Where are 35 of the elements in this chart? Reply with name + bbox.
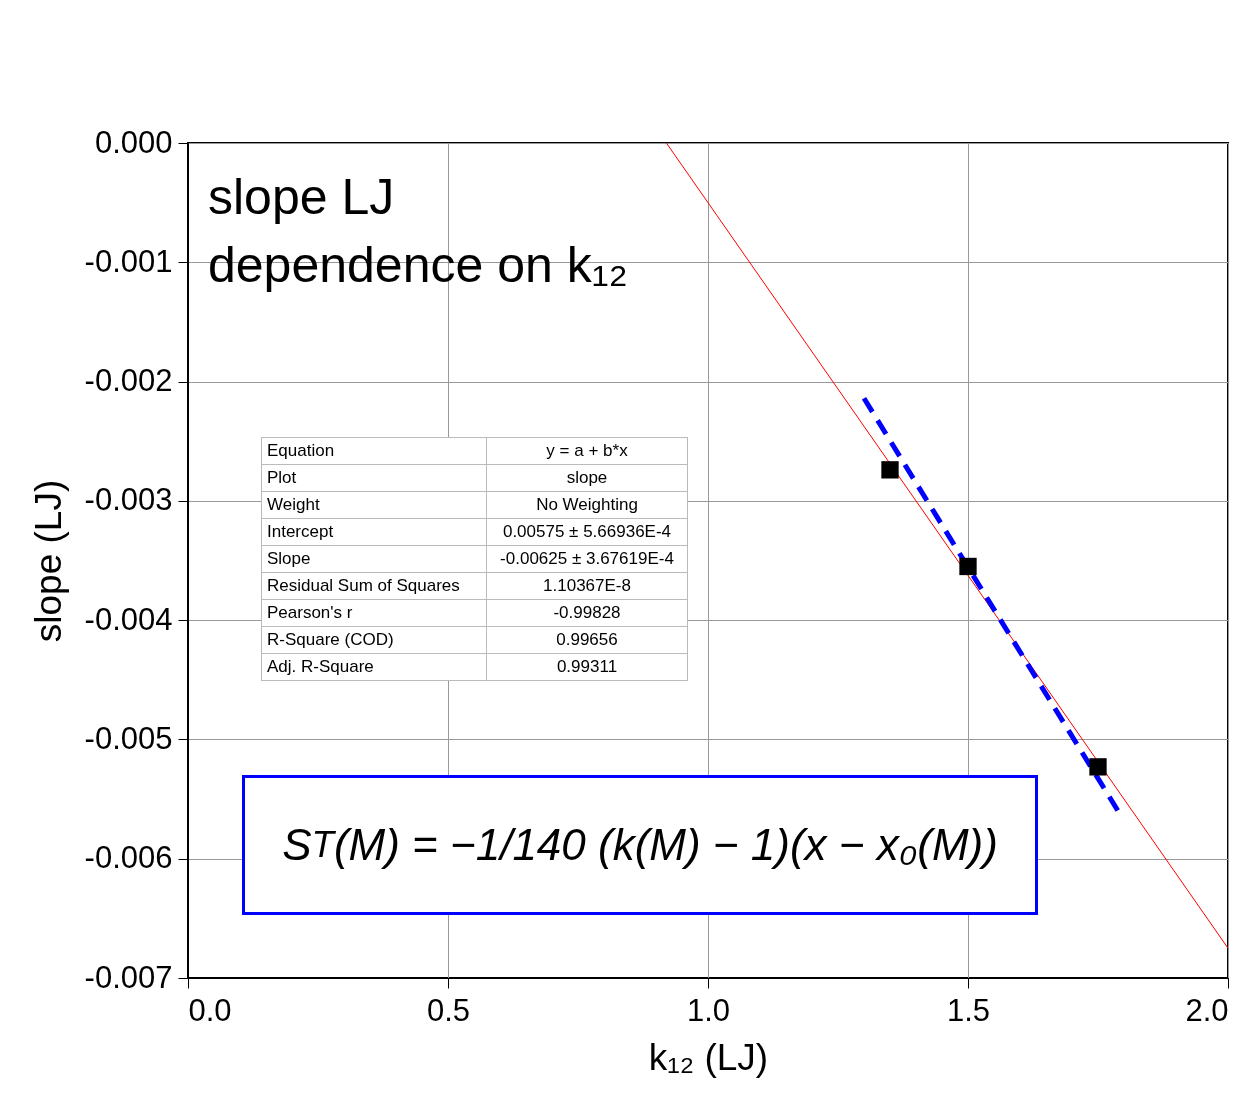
x-tick-label: 0.5 bbox=[426, 992, 471, 1028]
annotation: Slope bbox=[261, 545, 487, 573]
annotation: y = a + b*x bbox=[486, 437, 688, 465]
text: dependence on k₁₂ bbox=[208, 237, 628, 293]
text: slope LJ bbox=[208, 169, 395, 225]
annotation: Equation bbox=[261, 437, 487, 465]
y-tick-label: -0.002 bbox=[84, 363, 173, 399]
x-tick-label: 1.5 bbox=[946, 992, 991, 1028]
annotation: 0.99656 bbox=[486, 626, 688, 654]
y-tick-label: -0.001 bbox=[84, 243, 173, 279]
annotation: R-Square (COD) bbox=[261, 626, 487, 654]
x-tick-label: 2.0 bbox=[1185, 992, 1229, 1028]
annotation: 1.10367E-8 bbox=[486, 572, 688, 600]
annotation: No Weighting bbox=[486, 491, 688, 519]
x-axis-title: k₁₂ (LJ) bbox=[648, 1036, 769, 1078]
y-tick-label: -0.004 bbox=[84, 601, 173, 637]
y-tick-label: -0.003 bbox=[84, 482, 173, 518]
annotation: 0.99311 bbox=[486, 653, 688, 681]
y-tick-label: -0.005 bbox=[84, 720, 173, 756]
y-tick-label: -0.006 bbox=[84, 840, 173, 876]
annotation: Intercept bbox=[261, 518, 487, 546]
annotation: -0.99828 bbox=[486, 599, 688, 627]
y-tick-label: -0.007 bbox=[84, 959, 173, 995]
annotation: -0.00625 ± 3.67619E-4 bbox=[486, 545, 688, 573]
x-tick-label: 0.0 bbox=[188, 992, 232, 1028]
annotation: Weight bbox=[261, 491, 487, 519]
x-tick-label: 1.0 bbox=[686, 992, 731, 1028]
annotation: 0.00575 ± 5.66936E-4 bbox=[486, 518, 688, 546]
annotation: Residual Sum of Squares bbox=[261, 572, 487, 600]
y-tick-label: 0.000 bbox=[94, 124, 173, 160]
annotation: Adj. R-Square bbox=[261, 653, 487, 681]
annotation: slope bbox=[486, 464, 688, 492]
annotation: Plot bbox=[261, 464, 487, 492]
annotation: Pearson's r bbox=[261, 599, 487, 627]
y-axis-title: slope (LJ) bbox=[27, 479, 69, 643]
